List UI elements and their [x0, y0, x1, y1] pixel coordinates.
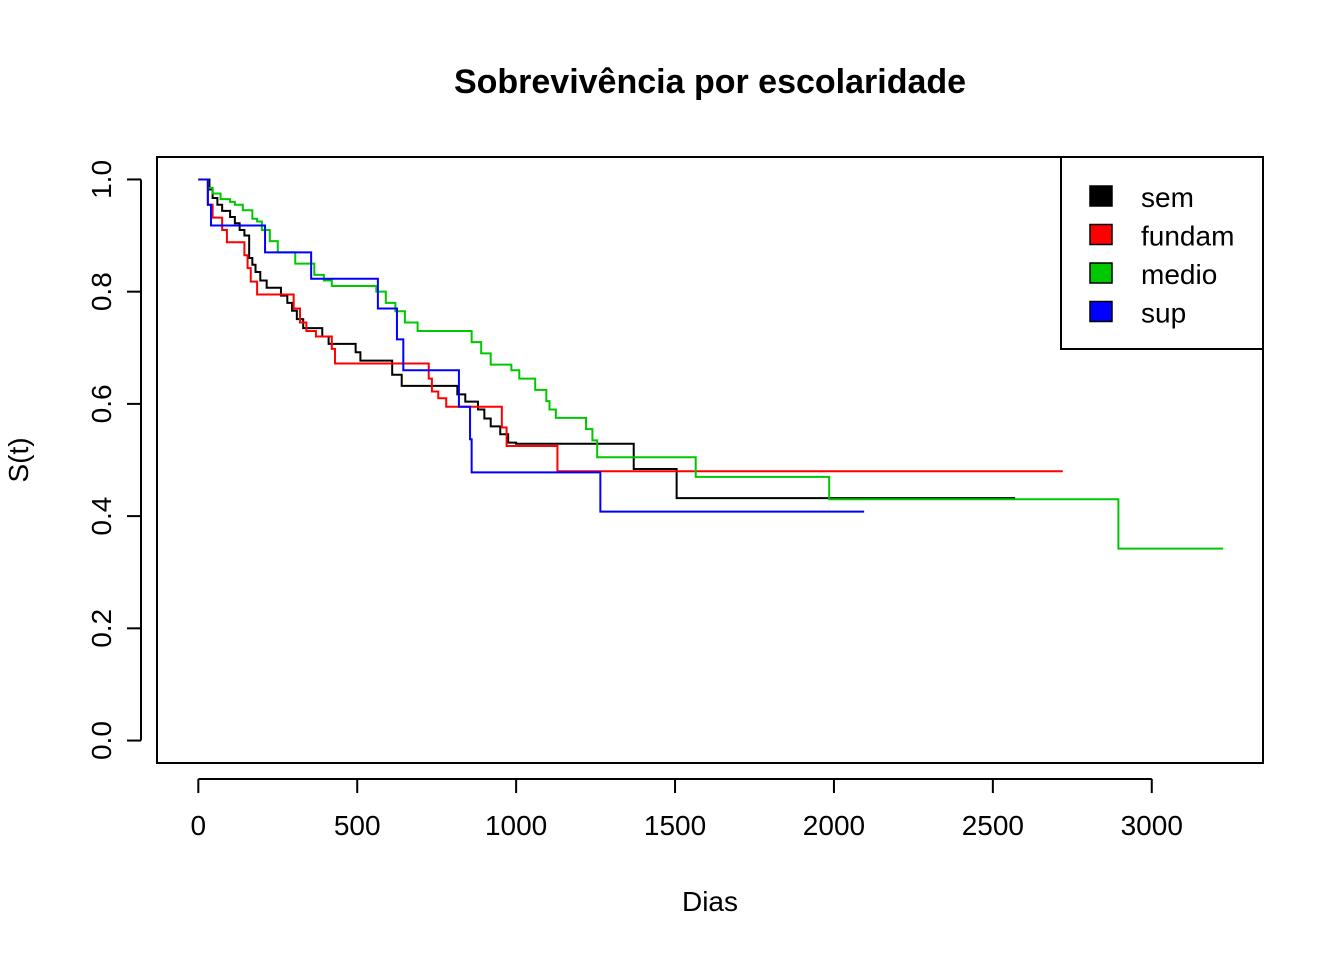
y-tick-label: 0.2 — [86, 609, 117, 648]
series-line-fundam — [198, 178, 1063, 473]
legend-label-sem: sem — [1141, 182, 1194, 213]
x-tick-label: 500 — [334, 810, 381, 841]
y-tick-label: 0.0 — [86, 721, 117, 760]
legend-swatch-medio — [1089, 262, 1113, 284]
x-axis: 0 500 1000 1500 2000 2500 3000 — [191, 778, 1183, 841]
x-axis-label: Dias — [682, 886, 738, 917]
legend-items: sem fundam medio sup — [1089, 182, 1234, 329]
chart-title: Sobrevivência por escolaridade — [454, 63, 966, 101]
legend-label-sup: sup — [1141, 298, 1186, 329]
x-tick-label: 0 — [191, 810, 207, 841]
y-tick-label: 0.8 — [86, 272, 117, 311]
x-tick-label: 2000 — [803, 810, 865, 841]
legend-label-medio: medio — [1141, 259, 1217, 290]
legend: sem fundam medio sup — [1060, 156, 1264, 350]
series-line-sup — [198, 178, 865, 513]
y-tick-label: 1.0 — [86, 160, 117, 199]
y-axis-label: S(t) — [3, 437, 34, 482]
x-tick-label: 3000 — [1121, 810, 1183, 841]
plot-frame — [156, 156, 1264, 764]
y-axis: 0.0 0.2 0.4 0.6 0.8 1.0 — [86, 160, 142, 760]
legend-swatch-sup — [1089, 300, 1113, 323]
series-line-sem — [198, 178, 1016, 500]
x-tick-label: 1000 — [485, 810, 547, 841]
x-tick-label: 1500 — [644, 810, 706, 841]
legend-swatch-fundam — [1089, 223, 1113, 246]
y-tick-label: 0.6 — [86, 384, 117, 423]
y-tick-label: 0.4 — [86, 497, 117, 536]
legend-swatch-sem — [1089, 185, 1113, 207]
series-layer — [198, 178, 1224, 550]
series-line-medio — [198, 178, 1224, 550]
legend-label-fundam: fundam — [1141, 221, 1234, 252]
x-tick-label: 2500 — [962, 810, 1024, 841]
